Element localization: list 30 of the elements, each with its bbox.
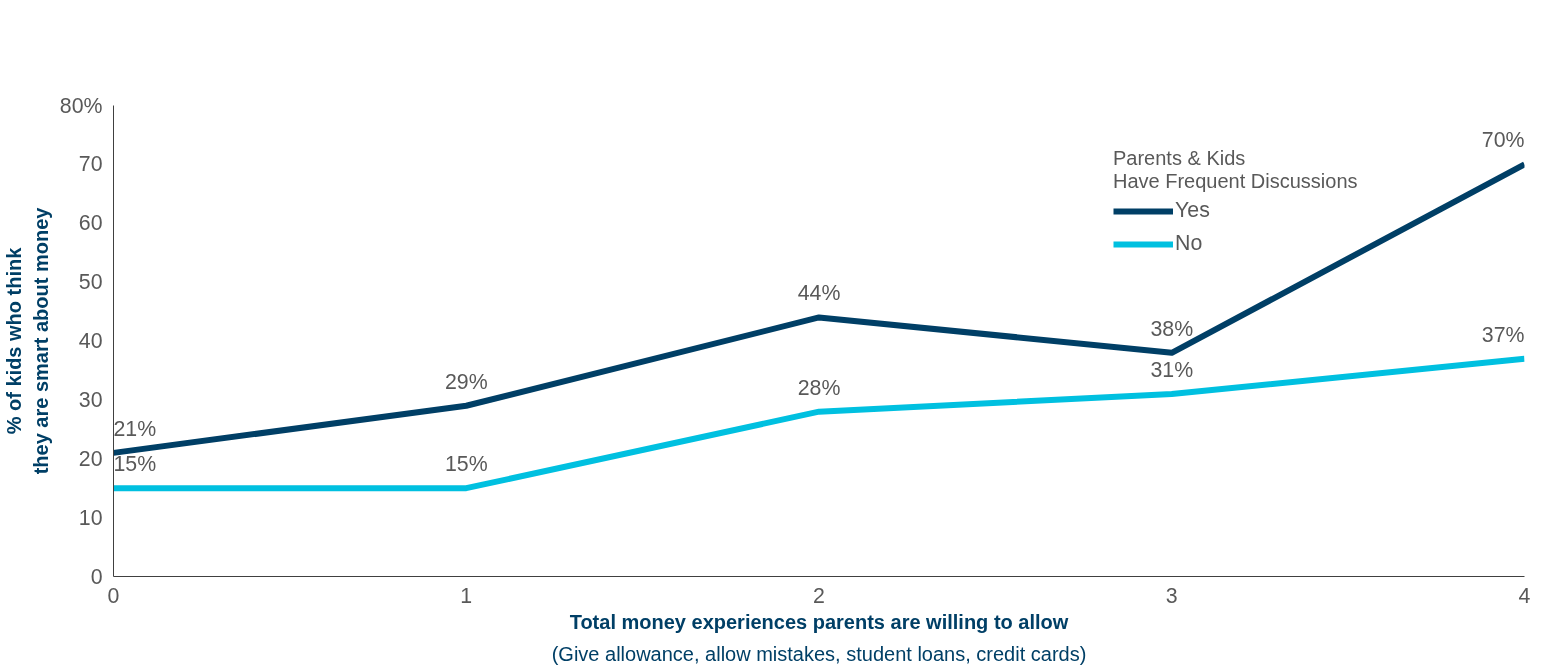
legend-title: Parents & Kids Have Frequent Discussions — [1113, 147, 1358, 193]
y-tick-label: 0 — [90, 564, 103, 589]
data-label: 44% — [797, 281, 841, 306]
x-tick-label: 0 — [107, 583, 120, 608]
y-tick-label: 80% — [59, 93, 103, 118]
x-tick-label: 3 — [1165, 583, 1178, 608]
y-tick-label: 50 — [78, 270, 103, 295]
data-label: 15% — [444, 452, 488, 477]
data-label: 70% — [1481, 128, 1525, 153]
text: (Give allowance, allow mistakes, student loans, credit cards) — [551, 642, 1087, 665]
x-tick-label: 1 — [460, 583, 473, 608]
legend-label: Yes — [1175, 198, 1210, 223]
y-tick-label: 40 — [78, 329, 103, 353]
data-label: 21% — [113, 416, 157, 441]
y-axis-title: % of kids who think they are smart about money — [3, 206, 52, 475]
x-tick-label: 4 — [1518, 583, 1531, 608]
y-tick-label: 30 — [78, 387, 103, 412]
x-axis-title: Total money experiences parents are willing to allow — [569, 610, 1069, 633]
data-label: 28% — [797, 375, 841, 400]
y-tick-label: 10 — [78, 505, 103, 530]
data-label: 38% — [1150, 316, 1194, 341]
data-label: 31% — [1150, 357, 1194, 382]
x-tick-label: 2 — [813, 583, 825, 608]
y-tick-label: 60 — [78, 211, 103, 236]
y-tick-label: 20 — [78, 446, 103, 471]
data-label: 37% — [1481, 322, 1525, 347]
data-label: 29% — [444, 369, 488, 394]
y-tick-label: 70 — [78, 152, 103, 177]
legend-label: No — [1175, 231, 1203, 256]
data-label: 15% — [113, 452, 157, 477]
